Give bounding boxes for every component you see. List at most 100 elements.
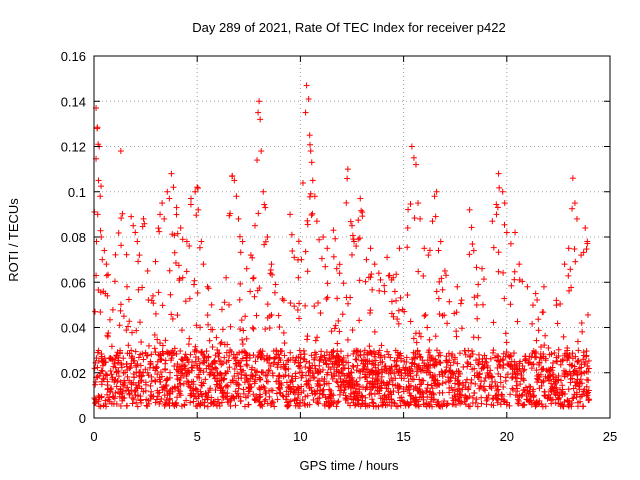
data-point bbox=[310, 375, 317, 382]
data-point bbox=[524, 387, 531, 394]
data-point bbox=[179, 236, 186, 243]
data-point bbox=[371, 391, 378, 398]
data-point bbox=[227, 403, 234, 410]
data-point bbox=[180, 380, 187, 387]
data-point bbox=[232, 360, 239, 367]
data-point bbox=[482, 387, 489, 394]
data-point bbox=[560, 403, 567, 410]
data-point bbox=[360, 351, 367, 358]
data-point bbox=[130, 379, 137, 386]
data-point bbox=[244, 392, 251, 399]
data-point bbox=[398, 394, 405, 401]
data-point bbox=[425, 252, 432, 259]
data-point bbox=[266, 354, 273, 361]
data-point bbox=[324, 294, 331, 301]
data-point bbox=[334, 340, 341, 347]
data-point bbox=[454, 360, 461, 367]
data-point bbox=[540, 283, 547, 290]
data-point bbox=[479, 265, 486, 272]
data-point bbox=[549, 364, 556, 371]
data-point bbox=[522, 357, 529, 364]
data-point bbox=[492, 378, 499, 385]
data-point bbox=[493, 201, 500, 208]
data-point bbox=[523, 396, 530, 403]
data-point bbox=[193, 347, 200, 354]
data-point bbox=[584, 311, 591, 318]
data-point bbox=[100, 376, 107, 383]
data-point bbox=[105, 271, 112, 278]
data-point bbox=[559, 382, 566, 389]
data-point bbox=[343, 395, 350, 402]
data-point bbox=[235, 215, 242, 222]
data-point bbox=[239, 238, 246, 245]
data-point bbox=[177, 374, 184, 381]
data-point bbox=[577, 369, 584, 376]
data-point bbox=[124, 283, 131, 290]
data-point bbox=[439, 389, 446, 396]
data-point bbox=[261, 398, 268, 405]
data-point bbox=[317, 310, 324, 317]
data-point bbox=[578, 380, 585, 387]
data-point bbox=[517, 381, 524, 388]
data-point bbox=[141, 220, 148, 227]
data-point bbox=[351, 390, 358, 397]
data-point bbox=[108, 385, 115, 392]
data-point bbox=[163, 382, 170, 389]
data-point bbox=[322, 357, 329, 364]
data-point bbox=[579, 403, 586, 410]
data-point bbox=[413, 339, 420, 346]
data-point bbox=[458, 392, 465, 399]
data-point bbox=[423, 403, 430, 410]
data-point bbox=[312, 365, 319, 372]
data-point bbox=[362, 278, 369, 285]
data-point bbox=[303, 358, 310, 365]
data-point bbox=[511, 268, 518, 275]
y-axis-label: ROTI / TECUs bbox=[6, 198, 21, 282]
data-point bbox=[494, 383, 501, 390]
data-point bbox=[196, 365, 203, 372]
data-point bbox=[161, 215, 168, 222]
data-point bbox=[255, 210, 262, 217]
data-point bbox=[186, 242, 193, 249]
data-point bbox=[193, 362, 200, 369]
data-point bbox=[421, 312, 428, 319]
data-point bbox=[347, 294, 354, 301]
data-point bbox=[583, 352, 590, 359]
data-point bbox=[580, 249, 587, 256]
data-point bbox=[256, 384, 263, 391]
data-point bbox=[173, 372, 180, 379]
data-point bbox=[446, 357, 453, 364]
data-point bbox=[173, 366, 180, 373]
data-point bbox=[254, 157, 261, 164]
data-point bbox=[436, 278, 443, 285]
data-point bbox=[536, 397, 543, 404]
data-point bbox=[280, 361, 287, 368]
data-point bbox=[182, 298, 189, 305]
data-point bbox=[513, 378, 520, 385]
data-point bbox=[203, 365, 210, 372]
data-point bbox=[359, 384, 366, 391]
data-point bbox=[559, 391, 566, 398]
data-point bbox=[473, 264, 480, 271]
data-point bbox=[469, 394, 476, 401]
data-point bbox=[186, 335, 193, 342]
data-point bbox=[447, 362, 454, 369]
data-point bbox=[272, 354, 279, 361]
data-point bbox=[181, 354, 188, 361]
data-point bbox=[546, 351, 553, 358]
data-point bbox=[408, 143, 415, 150]
data-point bbox=[221, 354, 228, 361]
data-point bbox=[345, 365, 352, 372]
data-point bbox=[239, 367, 246, 374]
data-point bbox=[200, 369, 207, 376]
data-point bbox=[318, 375, 325, 382]
data-point bbox=[466, 206, 473, 213]
data-point bbox=[169, 231, 176, 238]
data-point bbox=[533, 367, 540, 374]
data-point bbox=[533, 337, 540, 344]
data-point bbox=[161, 402, 168, 409]
data-point bbox=[555, 346, 562, 353]
data-point bbox=[350, 236, 357, 243]
data-point bbox=[233, 381, 240, 388]
data-point bbox=[553, 302, 560, 309]
